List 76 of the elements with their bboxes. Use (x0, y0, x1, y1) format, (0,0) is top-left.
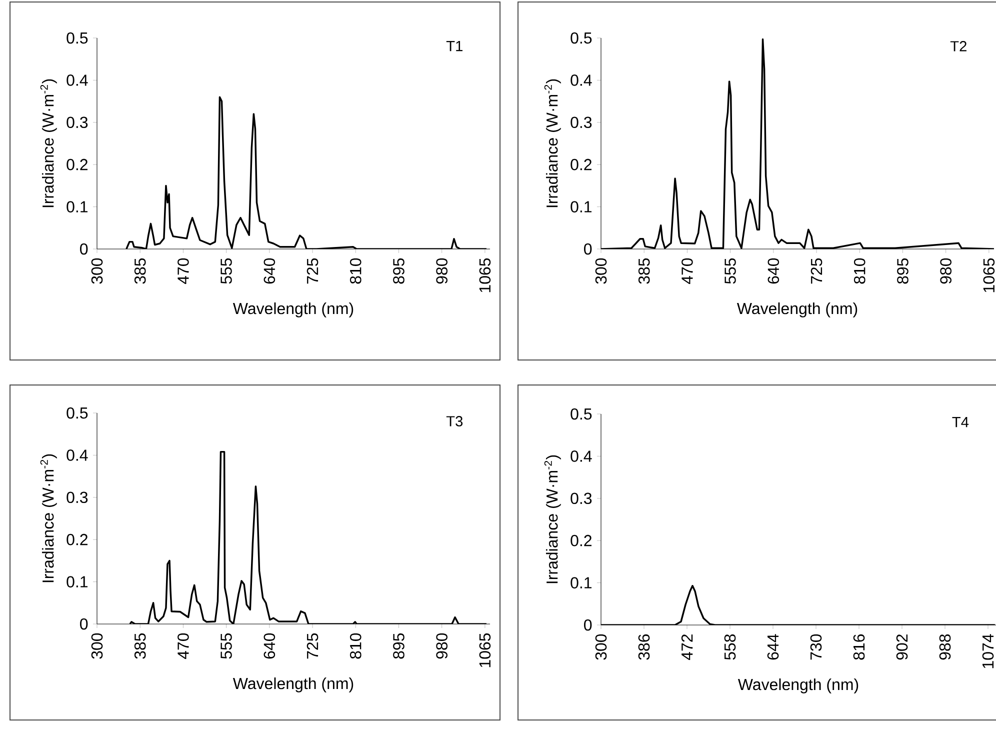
x-tick-label: 1065 (983, 258, 995, 292)
x-tick-label: 555 (724, 258, 736, 284)
x-tick-label: 1065 (479, 633, 491, 668)
x-tick-label: 470 (178, 258, 189, 284)
y-tick-label: 0 (584, 243, 592, 255)
x-tick-label: 300 (595, 258, 607, 284)
chart-title: T3 (446, 416, 463, 426)
x-tick-label: 725 (306, 633, 318, 659)
x-tick-label: 300 (91, 633, 103, 659)
x-tick-label: 895 (393, 258, 404, 284)
x-tick-label: 555 (220, 633, 232, 659)
y-tick-label: 0.2 (66, 158, 88, 170)
y-tick-label: 0 (584, 619, 592, 631)
y-tick-label: 0.1 (66, 201, 88, 212)
y-tick-label: 0.4 (570, 450, 592, 462)
y-tick-label: 0.1 (570, 577, 592, 588)
x-tick-label: 810 (854, 258, 866, 284)
x-axis-title: Wavelength (nm) (736, 302, 858, 318)
x-tick-label: 725 (306, 258, 318, 284)
x-tick-label: 980 (436, 258, 448, 284)
y-tick-label: 0.2 (570, 158, 592, 170)
x-tick-label: 640 (264, 258, 276, 284)
x-axis-title: Wavelength (nm) (232, 302, 354, 318)
x-tick-label: 385 (134, 633, 146, 659)
x-tick-label: 470 (682, 258, 693, 284)
y-tick-label: 0.4 (570, 74, 592, 86)
y-tick-label: 0.2 (66, 534, 88, 546)
y-tick-label: 0.1 (66, 576, 88, 588)
x-tick-label: 902 (896, 634, 908, 660)
chart-title: T4 (952, 417, 969, 428)
y-tick-label: 0.1 (570, 201, 592, 212)
x-tick-label: 895 (393, 633, 404, 659)
x-tick-label: 300 (91, 258, 103, 284)
y-tick-label: 0.3 (66, 492, 88, 504)
y-tick-label: 0.4 (66, 450, 88, 461)
x-tick-label: 472 (681, 634, 693, 660)
y-tick-label: 0.4 (66, 74, 88, 86)
y-tick-label: 0.3 (570, 116, 592, 128)
x-axis-title: Wavelength (nm) (738, 678, 858, 694)
chart-title: T2 (950, 41, 966, 52)
x-tick-label: 1065 (479, 258, 491, 292)
x-axis-title: Wavelength (nm) (232, 677, 354, 692)
x-tick-label: 980 (436, 633, 448, 659)
y-tick-label: 0.5 (66, 32, 88, 44)
chart-title: T1 (446, 41, 462, 52)
y-tick-label: 0.5 (570, 408, 592, 420)
y-axis-title: Irradiance (W·m$^{-2}$) (40, 79, 57, 208)
x-tick-label: 725 (810, 258, 822, 284)
x-tick-label: 640 (768, 258, 780, 284)
x-tick-label: 386 (638, 634, 650, 660)
x-tick-label: 470 (178, 633, 189, 660)
x-tick-label: 810 (350, 258, 362, 284)
x-tick-label: 558 (724, 634, 736, 660)
x-tick-label: 1074 (982, 634, 994, 668)
y-tick-label: 0.5 (570, 32, 592, 44)
x-tick-label: 555 (220, 258, 232, 284)
y-tick-label: 0 (80, 243, 88, 255)
x-tick-label: 640 (264, 633, 276, 659)
x-tick-label: 385 (134, 258, 146, 284)
x-tick-label: 895 (897, 258, 908, 284)
x-tick-label: 810 (350, 633, 362, 659)
x-tick-label: 988 (939, 634, 951, 660)
x-tick-label: 730 (810, 634, 822, 660)
x-tick-label: 644 (767, 634, 779, 660)
y-tick-label: 0 (80, 618, 88, 630)
y-tick-label: 0.3 (66, 116, 88, 128)
y-axis-title: Irradiance (W·m$^{-2}$) (544, 79, 561, 208)
x-tick-label: 980 (940, 258, 952, 284)
y-tick-label: 0.3 (570, 492, 592, 504)
x-tick-label: 300 (595, 634, 607, 660)
y-axis-title: Irradiance (W·m$^{-2}$) (40, 454, 57, 582)
y-axis-title: Irradiance (W·m$^{-2}$) (544, 455, 561, 584)
y-tick-label: 0.5 (66, 407, 88, 419)
x-tick-label: 385 (638, 258, 650, 284)
x-tick-label: 816 (853, 634, 865, 660)
y-tick-label: 0.2 (570, 534, 592, 546)
